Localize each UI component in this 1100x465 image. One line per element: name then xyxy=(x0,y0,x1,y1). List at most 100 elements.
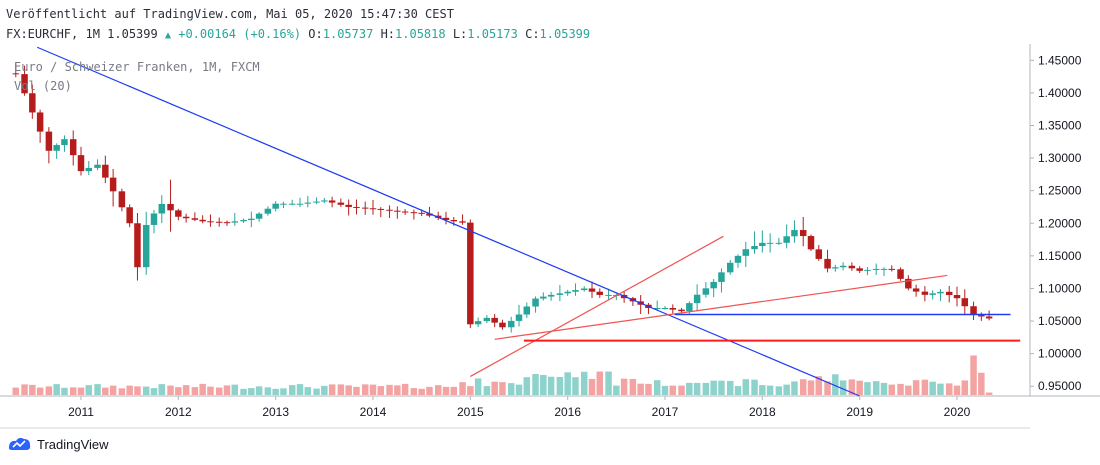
volume-bar xyxy=(102,387,109,395)
volume-bar xyxy=(759,385,766,395)
volume-bar xyxy=(742,379,750,395)
candle-body xyxy=(321,200,328,202)
trend-line-blue[interactable] xyxy=(36,46,860,397)
volume-bar xyxy=(766,385,774,395)
tradingview-brand[interactable]: TradingView xyxy=(8,436,109,452)
volume-bar xyxy=(215,387,223,395)
candle-body xyxy=(880,268,888,270)
candle-body xyxy=(532,298,539,307)
y-tick-label: 1.35000 xyxy=(1038,118,1082,132)
price-chart[interactable]: 1.45000 1.40000 1.35000 1.30000 1.25000 1.200… xyxy=(0,44,1100,429)
candle-body xyxy=(450,220,458,222)
close-label: C: xyxy=(525,27,540,41)
candle-body xyxy=(158,203,166,214)
candle-body xyxy=(369,208,377,210)
candle-body xyxy=(669,308,677,310)
candle-body xyxy=(507,320,515,328)
candle-body xyxy=(21,74,28,94)
candle-body xyxy=(751,246,758,250)
x-tick-label: 2020 xyxy=(944,405,971,419)
volume-bar xyxy=(629,378,637,395)
candle-body xyxy=(61,139,68,146)
candle-body xyxy=(207,221,214,223)
volume-bar xyxy=(53,384,60,395)
candle-body xyxy=(556,293,564,295)
volume-bar xyxy=(540,374,547,395)
volume-bar xyxy=(467,386,474,395)
volume-bar xyxy=(799,379,807,395)
candle-body xyxy=(109,177,117,192)
volume-bar xyxy=(613,385,620,395)
volume-bar xyxy=(637,383,644,395)
candle-body xyxy=(12,73,20,75)
candle-body xyxy=(815,249,823,259)
volume-bar xyxy=(483,386,491,395)
candle-body xyxy=(69,139,77,156)
price-change: +0.00164 (+0.16%) xyxy=(178,27,302,41)
candle-body xyxy=(401,211,409,213)
volume-bar xyxy=(426,386,433,395)
volume-bar xyxy=(953,385,961,395)
x-tick-label: 2019 xyxy=(846,405,873,419)
last-price: 1.05399 xyxy=(107,27,158,41)
volume-bar xyxy=(182,385,190,395)
candle-body xyxy=(85,167,93,172)
candle-body xyxy=(905,278,912,289)
volume-bar xyxy=(515,384,523,395)
volume-bar xyxy=(661,385,669,395)
volume-bar xyxy=(175,387,182,395)
volume-bar xyxy=(491,381,498,395)
volume-bar xyxy=(815,376,823,395)
volume-bar xyxy=(61,387,68,395)
volume-bar xyxy=(21,384,28,395)
candle-body xyxy=(215,221,223,223)
volume-bar xyxy=(888,384,896,395)
symbol-label: FX:EURCHF, 1M xyxy=(6,27,100,41)
candle-body xyxy=(710,281,717,289)
volume-bar xyxy=(85,385,93,395)
tradingview-wordmark: TradingView xyxy=(37,436,109,452)
candle-body xyxy=(515,314,523,321)
volume-bar xyxy=(150,388,158,395)
volume-bar xyxy=(523,377,531,395)
candle-body xyxy=(280,203,287,205)
candle-body xyxy=(783,236,790,243)
candle-body xyxy=(313,201,320,203)
candle-body xyxy=(45,131,53,151)
candle-body xyxy=(248,218,255,220)
x-tick-label: 2012 xyxy=(165,405,192,419)
candle-body xyxy=(353,206,360,208)
volume-bar xyxy=(775,386,783,395)
candle-body xyxy=(191,218,199,220)
candle-body xyxy=(686,303,693,312)
volume-bar xyxy=(410,388,418,395)
candle-body xyxy=(897,269,904,279)
candle-body xyxy=(547,294,555,297)
volume-bar xyxy=(394,385,401,395)
volume-bar xyxy=(824,381,831,395)
trend-line-red[interactable] xyxy=(494,274,948,340)
volume-bar xyxy=(572,377,579,395)
volume-bar xyxy=(248,388,255,395)
candle-body xyxy=(872,268,880,270)
candle-body xyxy=(929,293,936,295)
candle-body xyxy=(304,202,312,204)
volume-bar xyxy=(961,380,969,395)
volume-bar xyxy=(905,385,912,395)
candle-body xyxy=(799,230,807,237)
x-tick-label: 2016 xyxy=(554,405,581,419)
candle-body xyxy=(864,269,871,271)
y-tick-label: 1.20000 xyxy=(1038,216,1082,230)
volume-bar xyxy=(710,380,717,395)
x-tick-label: 2017 xyxy=(652,405,679,419)
candle-body xyxy=(418,212,425,214)
volume-bar xyxy=(442,386,450,395)
trend-line-red[interactable] xyxy=(470,235,724,377)
candle-body xyxy=(742,249,750,256)
volume-bar xyxy=(726,380,734,395)
candle-body xyxy=(264,208,272,214)
candle-body xyxy=(231,221,239,223)
volume-bar xyxy=(255,386,263,395)
candle-body xyxy=(759,242,766,247)
open-value: 1.05737 xyxy=(322,27,374,41)
